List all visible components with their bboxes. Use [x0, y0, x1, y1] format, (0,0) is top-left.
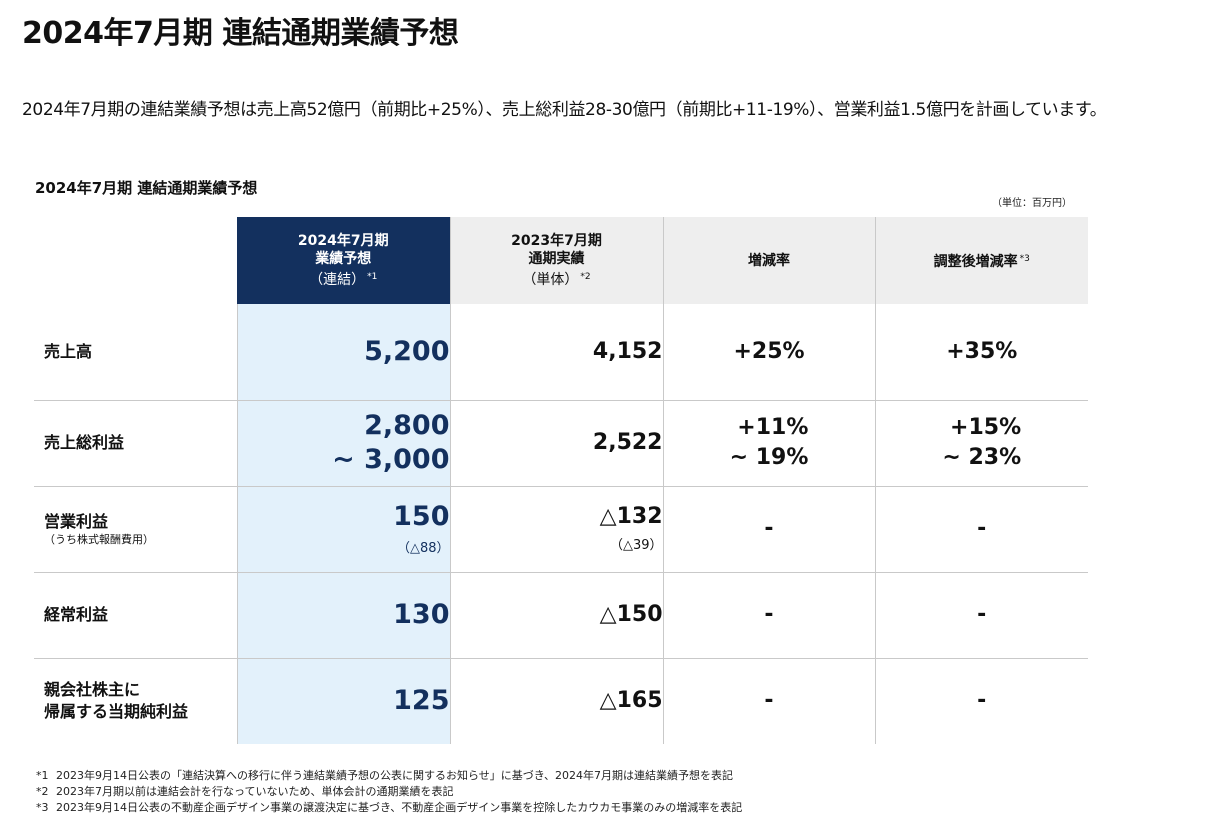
change-cell: -	[662, 486, 875, 573]
adjusted-value: -	[977, 516, 987, 541]
adjusted-cell: +15% ~ 23%	[874, 400, 1088, 487]
table-row: 経常利益 130 △150 - -	[34, 572, 1088, 659]
header-actual-line3: （単体）	[522, 272, 579, 288]
row-label-text-line2: 帰属する当期純利益	[44, 702, 189, 722]
change-value: -	[764, 602, 774, 627]
footnote-mark: *3	[36, 801, 49, 814]
row-sublabel: （うち株式報酬費用）	[44, 533, 154, 546]
table-header-row: 2024年7月期 業績予想 （連結） *1 2023年7月期 通期実績 （単体） *…	[34, 217, 1088, 304]
row-label-text: 営業利益	[44, 512, 109, 531]
forecast-cell: 150 （△88）	[236, 486, 451, 573]
actual-value: △165	[599, 688, 663, 714]
header-adjusted: 調整後増減率 *3	[874, 217, 1088, 304]
actual-cell: △165	[450, 658, 663, 744]
adjusted-value: +15%	[950, 415, 1022, 440]
row-label-text: 経常利益	[44, 605, 109, 624]
actual-value: △132	[599, 504, 663, 529]
forecast-value: 2,800	[364, 410, 450, 441]
forecast-value: 130	[393, 599, 450, 630]
adjusted-value-range: ~ 23%	[942, 445, 1022, 470]
adjusted-value: -	[977, 602, 987, 627]
forecast-value: 150	[393, 501, 450, 532]
table-row: 親会社株主に 帰属する当期純利益 125 △165 - -	[34, 658, 1088, 744]
adjusted-cell: -	[874, 486, 1088, 573]
footnote-text: 2023年9月14日公表の不動産企画デザイン事業の譲渡決定に基づき、不動産企画デ…	[56, 801, 743, 814]
change-cell: +25%	[662, 304, 875, 401]
change-value-range: ~ 19%	[729, 445, 809, 470]
footnotes: *1 2023年9月14日公表の「連結決算への移行に伴う連結業績予想の公表に関する…	[36, 768, 742, 816]
row-label-text: 売上総利益	[44, 433, 125, 452]
footnote-2: *2 2023年7月期以前は連結会計を行なっていないため、単体会計の通期業績を表記	[36, 784, 742, 800]
table-title: 2024年7月期 連結通期業績予想	[35, 179, 258, 197]
unit-note: （単位：百万円）	[992, 198, 1072, 209]
footnote-3: *3 2023年9月14日公表の不動産企画デザイン事業の譲渡決定に基づき、不動産企…	[36, 800, 742, 816]
header-forecast-line1: 2024年7月期	[297, 233, 389, 249]
forecast-cell: 130	[236, 572, 451, 659]
adjusted-value: -	[977, 688, 987, 714]
actual-cell: 4,152	[450, 304, 663, 401]
header-change: 増減率	[662, 217, 875, 304]
change-cell: -	[662, 572, 875, 659]
header-actual-line2: 通期実績	[528, 251, 585, 267]
footnote-1: *1 2023年9月14日公表の「連結決算への移行に伴う連結業績予想の公表に関する…	[36, 768, 742, 784]
adjusted-cell: +35%	[874, 304, 1088, 401]
footnote-ref-2: *2	[580, 272, 591, 282]
summary-text: 2024年7月期の連結業績予想は売上高52億円（前期比+25%）、売上総利益28…	[22, 100, 1107, 120]
forecast-stock-comp: （△88）	[396, 541, 450, 556]
adjusted-value: +35%	[946, 338, 1018, 364]
change-value: -	[764, 516, 774, 541]
page-title: 2024年7月期 連結通期業績予想	[22, 16, 459, 51]
footnote-ref-1: *1	[367, 272, 378, 282]
change-value: +25%	[733, 338, 805, 364]
header-corner	[34, 217, 237, 304]
forecast-cell: 2,800 ~ 3,000	[236, 400, 451, 487]
actual-stock-comp: （△39）	[609, 538, 663, 553]
table-row: 売上高 5,200 4,152 +25% +35%	[34, 304, 1088, 401]
actual-cell: △150	[450, 572, 663, 659]
footnote-mark: *1	[36, 769, 49, 782]
row-label-text: 売上高	[44, 341, 93, 361]
footnote-mark: *2	[36, 785, 49, 798]
row-label: 売上高	[34, 304, 237, 401]
adjusted-cell: -	[874, 658, 1088, 744]
change-value: +11%	[737, 415, 809, 440]
header-forecast-line2: 業績予想	[315, 251, 372, 267]
forecast-cell: 125	[236, 658, 451, 744]
header-actual: 2023年7月期 通期実績 （単体） *2	[449, 217, 663, 304]
forecast-value: 5,200	[364, 335, 450, 367]
change-value: -	[764, 688, 774, 714]
row-label: 経常利益	[34, 572, 237, 659]
forecast-value: 125	[393, 685, 450, 717]
change-cell: -	[662, 658, 875, 744]
actual-value: △150	[599, 602, 663, 627]
forecast-value-range: ~ 3,000	[332, 444, 450, 475]
forecast-cell: 5,200	[236, 304, 451, 401]
footnote-ref-3: *3	[1019, 254, 1030, 264]
header-adjusted-label: 調整後増減率	[933, 254, 1018, 270]
header-change-label: 増減率	[748, 252, 790, 269]
header-forecast-line3: （連結）	[309, 272, 366, 288]
forecast-table: 2024年7月期 業績予想 （連結） *1 2023年7月期 通期実績 （単体） *…	[34, 217, 1088, 744]
table-row: 営業利益 （うち株式報酬費用） 150 （△88） △132 （△39） - -	[34, 486, 1088, 573]
header-actual-line1: 2023年7月期	[511, 233, 602, 249]
row-label: 親会社株主に 帰属する当期純利益	[34, 658, 237, 744]
actual-cell: △132 （△39）	[450, 486, 663, 573]
actual-value: 4,152	[592, 338, 663, 364]
footnote-text: 2023年7月期以前は連結会計を行なっていないため、単体会計の通期業績を表記	[56, 785, 454, 798]
change-cell: +11% ~ 19%	[662, 400, 875, 487]
actual-value: 2,522	[592, 430, 663, 455]
row-label: 営業利益 （うち株式報酬費用）	[34, 486, 237, 573]
header-forecast: 2024年7月期 業績予想 （連結） *1	[237, 217, 450, 304]
footnote-text: 2023年9月14日公表の「連結決算への移行に伴う連結業績予想の公表に関するお知…	[56, 769, 733, 782]
table-row: 売上総利益 2,800 ~ 3,000 2,522 +11% ~ 19% +15…	[34, 400, 1088, 487]
adjusted-cell: -	[874, 572, 1088, 659]
actual-cell: 2,522	[450, 400, 663, 487]
row-label-text: 親会社株主に	[44, 680, 141, 700]
row-label: 売上総利益	[34, 400, 237, 487]
